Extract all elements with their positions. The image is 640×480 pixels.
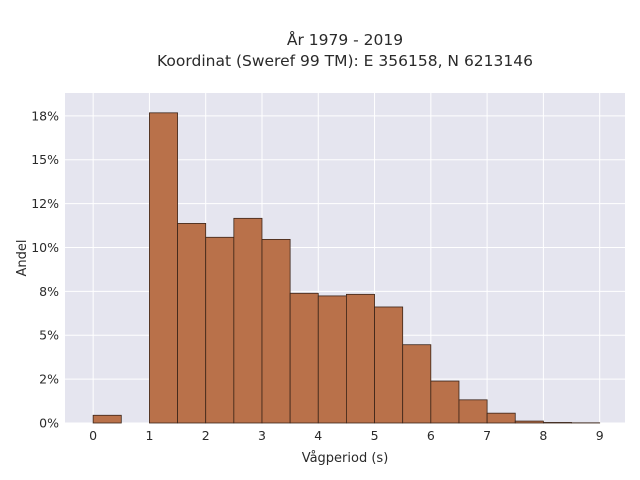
- histogram-bar: [177, 223, 207, 424]
- y-tick-labels: 0% 2% 5% 8% 10% 12% 15% 18%: [31, 108, 59, 430]
- y-tick-label: 2%: [39, 372, 59, 387]
- histogram-bar: [149, 112, 178, 424]
- x-tick-label: 6: [427, 428, 435, 443]
- y-tick-label: 5%: [39, 328, 59, 343]
- histogram-bar: [514, 420, 544, 424]
- histogram-bar: [205, 236, 235, 424]
- histogram-bar: [261, 238, 291, 424]
- y-tick-label: 18%: [31, 108, 59, 123]
- x-tick-label: 0: [89, 428, 97, 443]
- y-tick-label: 15%: [31, 152, 59, 167]
- x-tick-label: 9: [596, 428, 604, 443]
- histogram-bar: [92, 414, 122, 424]
- y-tick-label: 0%: [39, 416, 59, 431]
- histogram-bar: [430, 380, 460, 424]
- histogram-bar: [402, 344, 432, 424]
- chart-title-line-2: Koordinat (Sweref 99 TM): E 356158, N 62…: [157, 52, 533, 70]
- x-tick-labels: 0 1 2 3 4 5 6 7 8 9: [89, 428, 604, 443]
- x-tick-label: 7: [483, 428, 491, 443]
- histogram-bar: [346, 293, 375, 424]
- histogram-bar: [486, 412, 516, 424]
- y-tick-label: 12%: [31, 196, 59, 211]
- x-tick-label: 1: [145, 428, 153, 443]
- x-tick-label: 4: [314, 428, 322, 443]
- histogram-bar: [289, 292, 319, 424]
- histogram-bar: [233, 217, 263, 424]
- y-tick-label: 10%: [31, 240, 59, 255]
- y-axis-label: Andel: [15, 240, 30, 277]
- x-tick-label: 2: [202, 428, 210, 443]
- y-tick-label: 8%: [39, 284, 59, 299]
- x-tick-label: 5: [371, 428, 379, 443]
- histogram-bar: [542, 422, 572, 424]
- x-tick-label: 8: [539, 428, 547, 443]
- chart-title-line-1: År 1979 - 2019: [287, 30, 403, 49]
- histogram-bars: [92, 112, 601, 424]
- x-axis-label: Vågperiod (s): [302, 451, 389, 466]
- histogram-bar: [458, 399, 488, 424]
- histogram-bar: [374, 306, 404, 424]
- x-tick-label: 3: [258, 428, 266, 443]
- histogram-bar: [317, 295, 347, 424]
